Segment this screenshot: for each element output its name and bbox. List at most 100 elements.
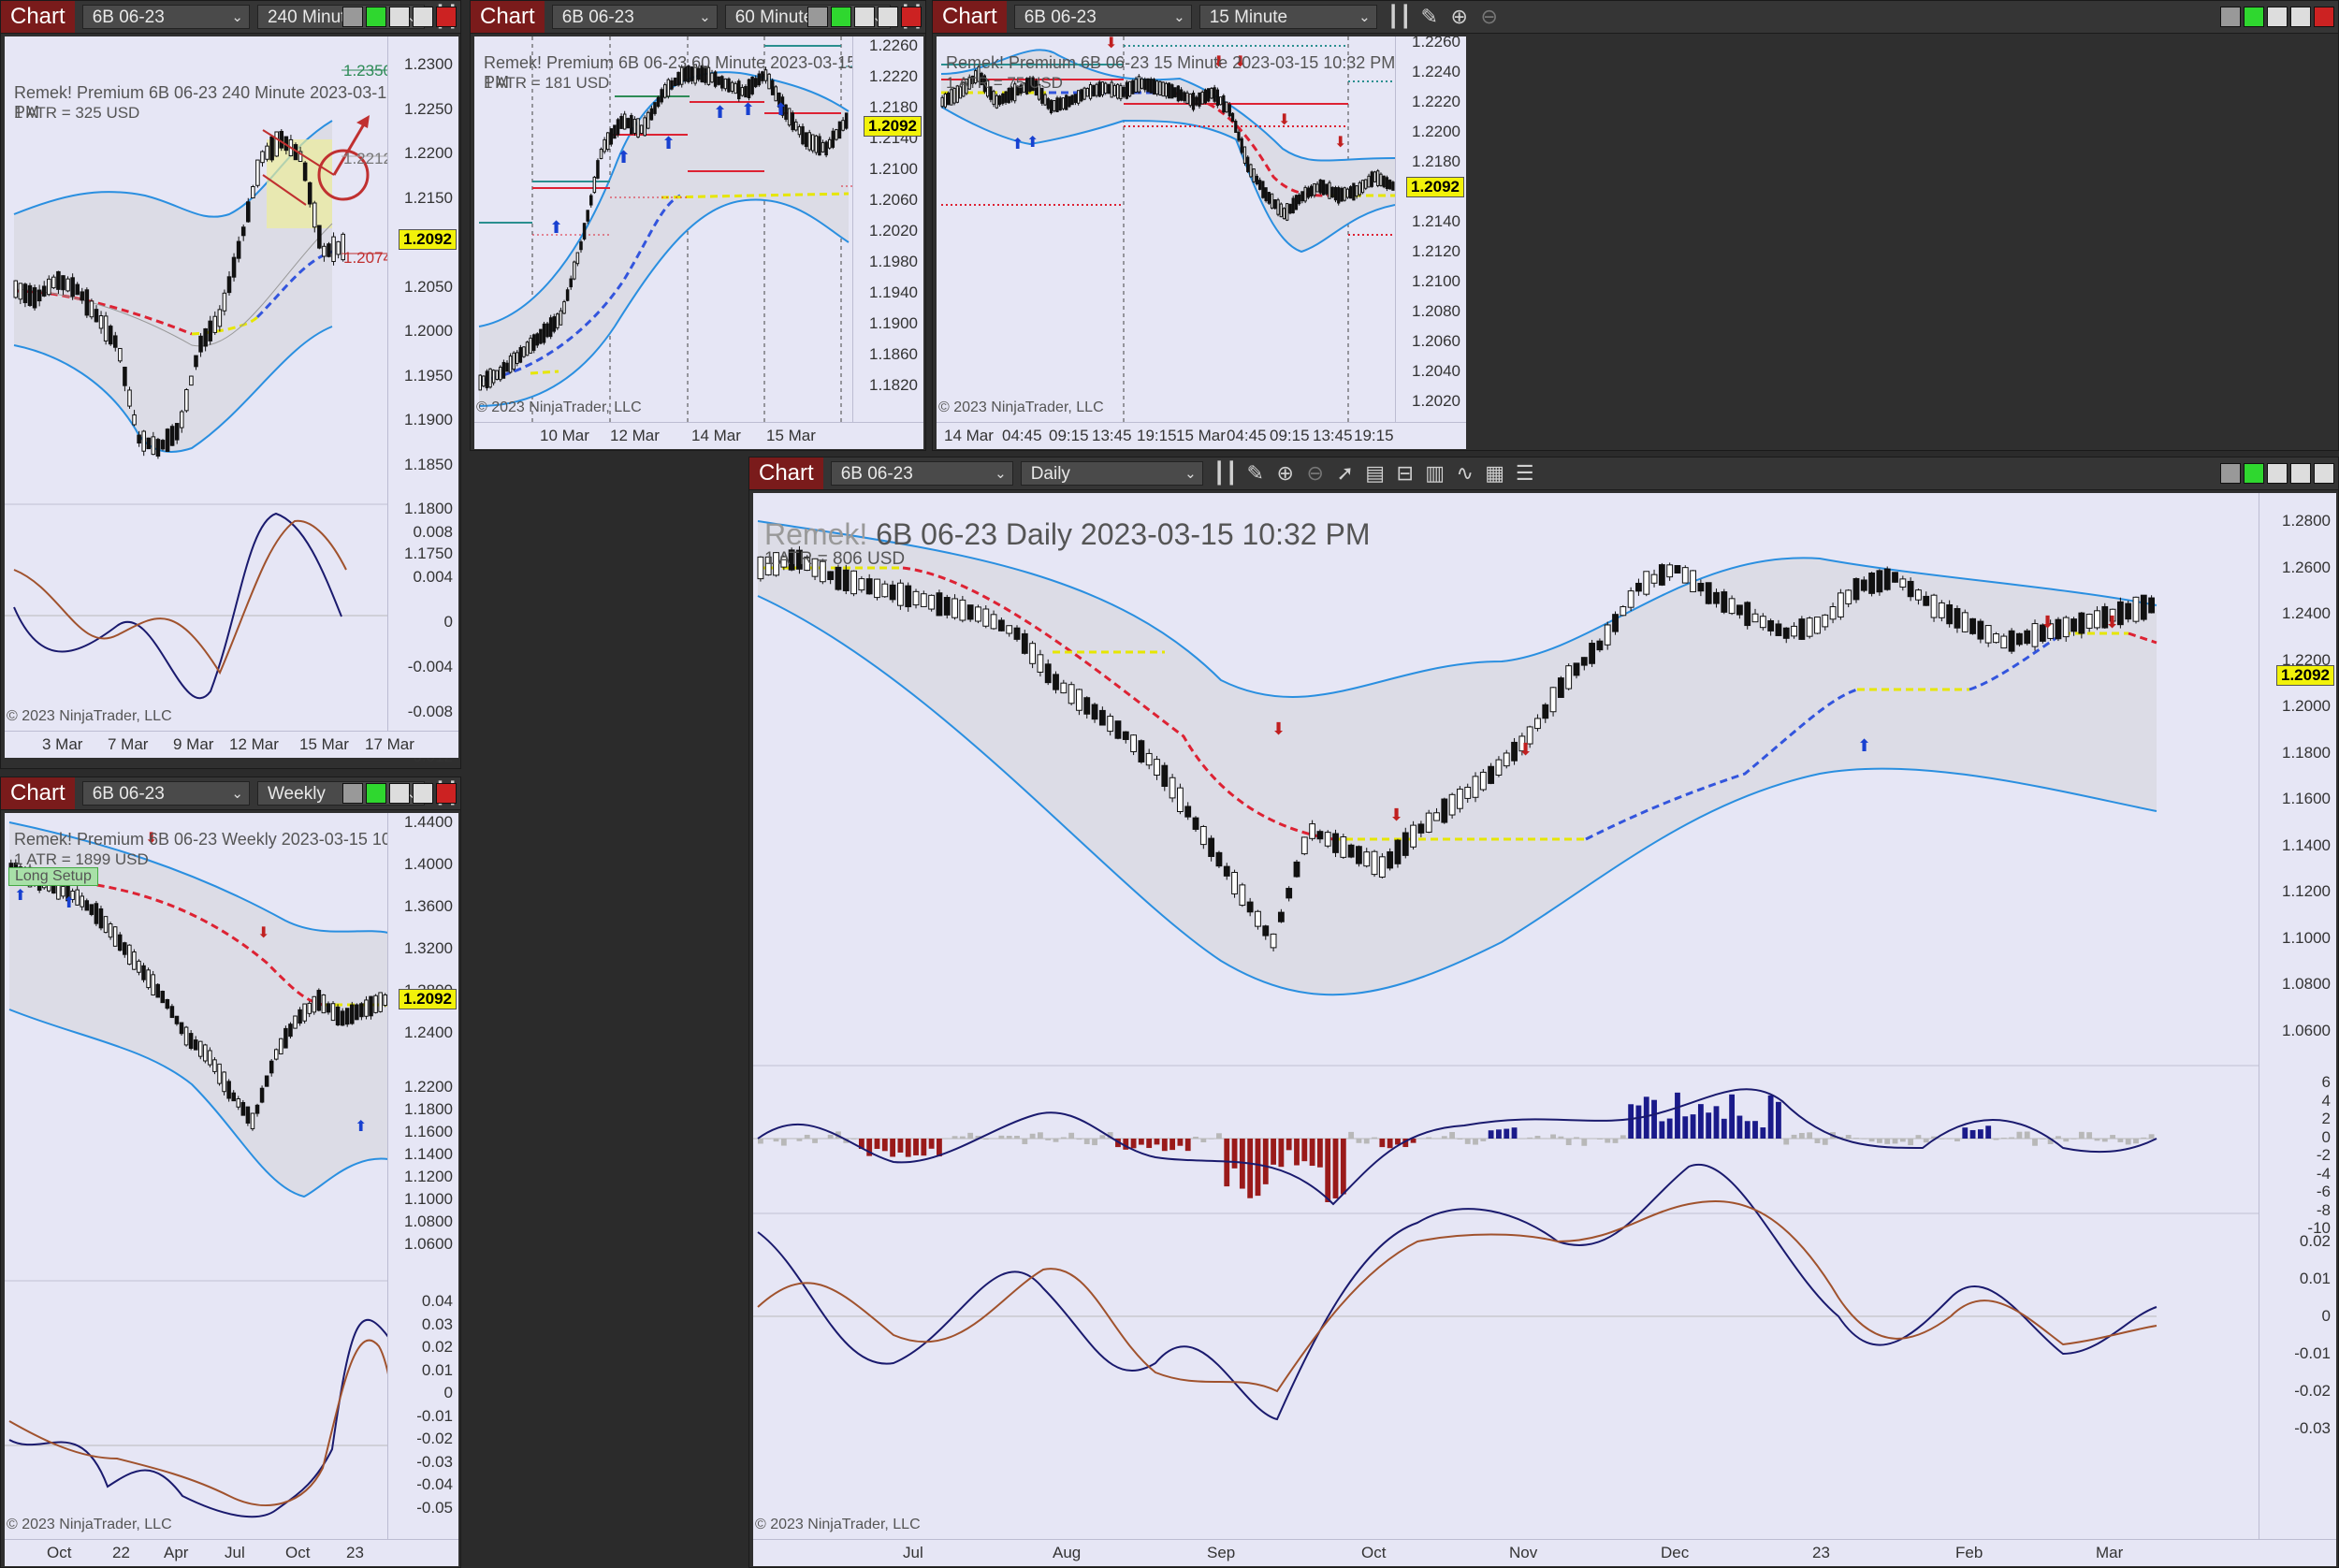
zoom-in-icon[interactable]: ⊕	[1450, 5, 1468, 28]
maximize-icon[interactable]	[878, 7, 898, 27]
time-axis[interactable]: 14 Mar 04:45 09:15 13:45 19:15 15 Mar 04…	[937, 422, 1466, 449]
close-icon[interactable]	[2314, 463, 2334, 484]
data-box-icon[interactable]: ▤	[1365, 461, 1386, 485]
candle	[108, 923, 113, 938]
maximize-icon[interactable]	[413, 7, 433, 27]
properties-icon[interactable]: ▦	[1485, 461, 1505, 485]
candle	[1091, 704, 1098, 720]
chart-menu-button[interactable]: Chart	[1, 1, 75, 33]
color-swatch-icon[interactable]	[342, 7, 363, 27]
link-status-icon[interactable]	[366, 7, 386, 27]
time-axis[interactable]: 3 Mar 7 Mar 9 Mar 12 Mar 15 Mar 17 Mar	[5, 731, 458, 758]
histogram-bar	[1410, 1139, 1416, 1143]
price-plot[interactable]: ⬆ ⬆ ⬇ ⬇ ⬇ ⬇ ⬇	[937, 36, 1395, 422]
candle	[1573, 662, 1580, 676]
link-status-icon[interactable]	[2244, 7, 2264, 27]
chart-pane[interactable]: ⬆ ⬆ ⬆ ⬇ ⬇ Remek! Premium 6B 06-23 Weekly 20…	[5, 813, 458, 1566]
color-swatch-icon[interactable]	[807, 7, 828, 27]
instrument-selector[interactable]: 6B 06-23 ⌄	[81, 5, 250, 29]
minimize-icon[interactable]	[2267, 7, 2288, 27]
price-axis[interactable]: 1.44001.40001.36001.32001.28001.24001.22…	[387, 813, 458, 1539]
price-axis[interactable]: 1.2800 1.2600 1.2400 1.2200 1.2000 1.1800 1.16…	[2259, 493, 2336, 1539]
list-icon[interactable]: ☰	[1515, 461, 1534, 485]
zoom-out-icon[interactable]: ⊖	[1306, 461, 1324, 485]
price-plot[interactable]: 1.2350 1.2212 1.2074	[5, 36, 388, 731]
bar-type-icon[interactable]: ┃┃	[1213, 461, 1238, 485]
pointer-icon[interactable]: ➚	[1336, 461, 1354, 485]
color-swatch-icon[interactable]	[2220, 463, 2241, 484]
candle	[151, 436, 156, 456]
link-status-icon[interactable]	[2244, 463, 2264, 484]
chart-menu-button[interactable]: Chart	[749, 457, 823, 489]
candle	[531, 334, 536, 351]
interval-selector[interactable]: Daily ⌄	[1020, 461, 1203, 486]
candle	[559, 310, 563, 326]
time-axis[interactable]: Jul Aug Sep Oct Nov Dec 23 Feb Mar	[753, 1539, 2336, 1566]
link-status-icon[interactable]	[831, 7, 851, 27]
price-axis[interactable]: 1.23001.22501.22001.21501.21001.20501.20…	[387, 36, 458, 765]
candle	[2125, 603, 2132, 620]
link-status-icon[interactable]	[366, 783, 386, 804]
candle	[663, 84, 667, 98]
price-plot[interactable]: ⬆ ⬇ ⬇ ⬇ ⬇ ⬇	[753, 493, 2259, 1539]
candle	[307, 1002, 312, 1014]
close-icon[interactable]	[436, 7, 457, 27]
price-axis[interactable]: 1.22601.22401.22201.22001.21801.21601.21…	[1395, 33, 1466, 422]
color-swatch-icon[interactable]	[2220, 7, 2241, 27]
chart-pane[interactable]: ⬆ ⬇ ⬇ ⬇ ⬇ ⬇ Remek! 6B 06-23 Daily 2023-03-15…	[753, 493, 2336, 1566]
color-swatch-icon[interactable]	[342, 783, 363, 804]
bar-type-icon[interactable]: ┃┃	[1387, 5, 1412, 28]
candle	[2062, 617, 2070, 638]
histogram-bar	[1473, 1139, 1478, 1145]
time-axis[interactable]: Oct 22 Apr Jul Oct 23	[5, 1539, 458, 1566]
instrument-selector[interactable]: 6B 06-23 ⌄	[830, 461, 1013, 486]
chart-menu-button[interactable]: Chart	[1, 777, 75, 809]
indicators-icon[interactable]: ∿	[1456, 461, 1474, 485]
close-icon[interactable]	[901, 7, 922, 27]
instrument-selector[interactable]: 6B 06-23 ⌄	[1013, 5, 1192, 29]
instrument-selector[interactable]: 6B 06-23 ⌄	[81, 781, 250, 806]
templates-icon[interactable]: ⊟	[1396, 461, 1414, 485]
candle	[1138, 740, 1145, 762]
chart-pane[interactable]: 1.2350 1.2212 1.2074 Remek! Premium 6B 0…	[5, 36, 459, 765]
histogram-bar	[2086, 1132, 2093, 1139]
maximize-icon[interactable]	[2290, 7, 2311, 27]
minimize-icon[interactable]	[854, 7, 875, 27]
candle	[1053, 674, 1059, 690]
candle	[482, 375, 486, 387]
instrument-selector[interactable]: 6B 06-23 ⌄	[551, 5, 718, 29]
candle	[203, 1044, 208, 1062]
pencil-icon[interactable]: ✎	[1420, 5, 1438, 28]
time-axis[interactable]: 10 Mar 12 Mar 14 Mar 15 Mar	[474, 422, 923, 449]
price-plot[interactable]: ⬆ ⬆ ⬆ ⬆ ⬆ ⬆	[474, 36, 853, 422]
minimize-icon[interactable]	[389, 7, 410, 27]
strategies-icon[interactable]: ▥	[1425, 461, 1446, 485]
chart-pane[interactable]: ⬆ ⬆ ⬆ ⬆ ⬆ ⬆ Remek! Premium 6B 06-23 60 Minute…	[474, 36, 923, 449]
chart-menu-button[interactable]: Chart	[933, 1, 1007, 33]
x-label: 7 Mar	[108, 735, 149, 753]
price-plot[interactable]: ⬆ ⬆⬆ ⬇⬇	[5, 813, 388, 1539]
minimize-icon[interactable]	[2267, 463, 2288, 484]
close-icon[interactable]	[2314, 7, 2334, 27]
histogram-bar	[2040, 1139, 2046, 1140]
pencil-icon[interactable]: ✎	[1246, 461, 1264, 485]
maximize-icon[interactable]	[2290, 463, 2311, 484]
zoom-out-icon[interactable]: ⊖	[1480, 5, 1498, 28]
close-icon[interactable]	[436, 783, 457, 804]
candle	[1085, 87, 1089, 97]
chart-menu-button[interactable]: Chart	[471, 1, 545, 33]
candle	[613, 124, 617, 139]
minimize-icon[interactable]	[389, 783, 410, 804]
candle	[545, 323, 549, 338]
chart-pane[interactable]: ⬆ ⬆ ⬇ ⬇ ⬇ ⬇ ⬇ Remek! Premium 6B 06-23 15 Minu…	[937, 33, 1466, 449]
candle	[2039, 624, 2046, 642]
price-axis[interactable]: 1.2260 1.2220 1.2180 1.2140 1.2100 1.2060 1.20…	[852, 36, 923, 422]
candle	[690, 66, 694, 81]
candle	[713, 71, 718, 87]
maximize-icon[interactable]	[413, 783, 433, 804]
zoom-in-icon[interactable]: ⊕	[1276, 461, 1294, 485]
interval-selector[interactable]: 15 Minute ⌄	[1199, 5, 1377, 29]
window-controls	[342, 783, 457, 804]
x-label: 23	[1812, 1544, 1830, 1561]
candle	[1006, 625, 1013, 634]
